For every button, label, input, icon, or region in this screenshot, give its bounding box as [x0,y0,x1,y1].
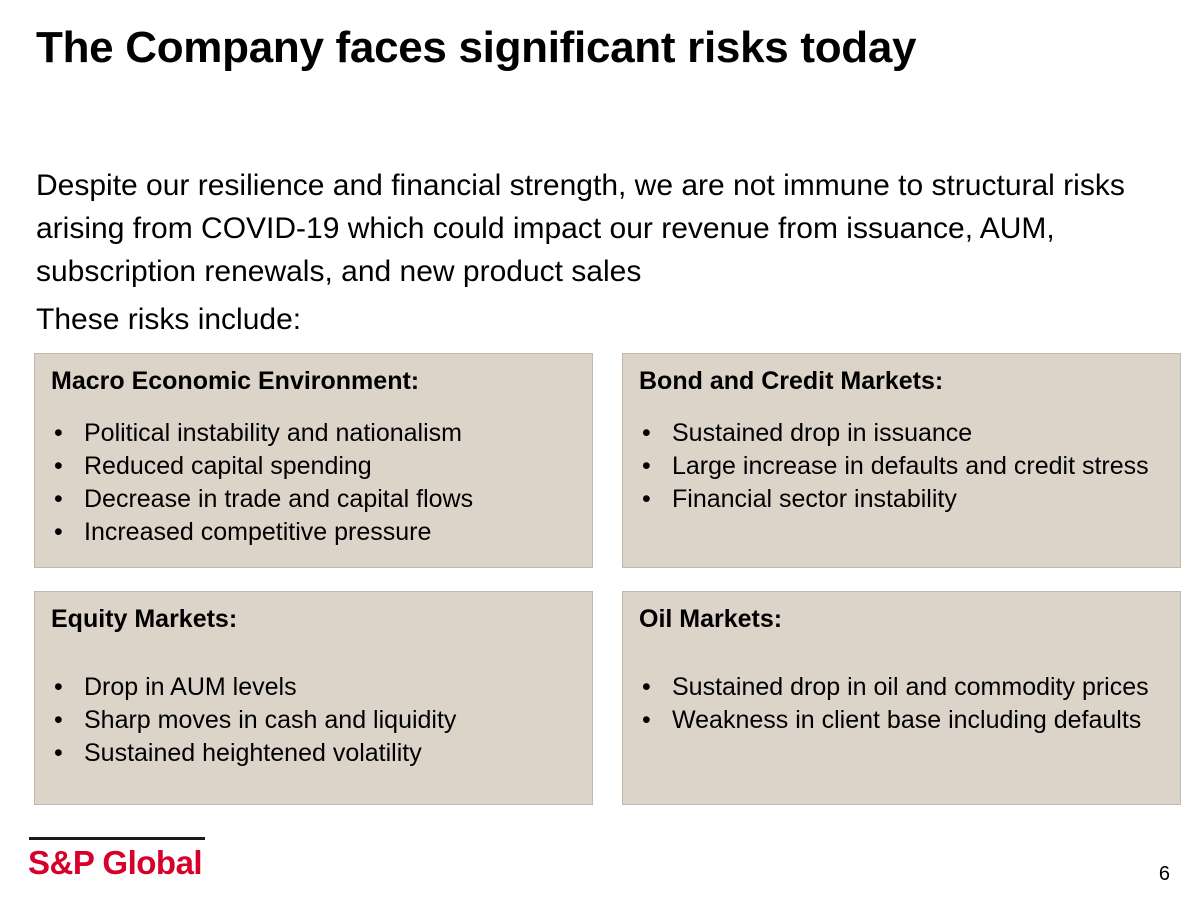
list-item: Sustained drop in oil and commodity pric… [639,671,1166,704]
slide-title: The Company faces significant risks toda… [36,23,917,72]
macro-economic-risk-box: Macro Economic Environment: Political in… [34,353,593,568]
list-item: Sustained heightened volatility [51,737,578,770]
macro-economic-heading: Macro Economic Environment: [51,367,420,395]
list-item: Reduced capital spending [51,450,578,483]
list-item: Political instability and nationalism [51,417,578,450]
list-item: Drop in AUM levels [51,671,578,704]
logo-divider [29,837,205,840]
list-item: Sustained drop in issuance [639,417,1166,450]
bond-credit-risk-list: Sustained drop in issuance Large increas… [639,417,1166,516]
equity-markets-heading: Equity Markets: [51,605,238,633]
equity-markets-risk-list: Drop in AUM levels Sharp moves in cash a… [51,671,578,770]
list-item: Weakness in client base including defaul… [639,704,1166,737]
oil-markets-heading: Oil Markets: [639,605,783,633]
bond-credit-heading: Bond and Credit Markets: [639,367,944,395]
list-item: Financial sector instability [639,483,1166,516]
list-item: Decrease in trade and capital flows [51,483,578,516]
bond-credit-risk-box: Bond and Credit Markets: Sustained drop … [622,353,1181,568]
equity-markets-risk-box: Equity Markets: Drop in AUM levels Sharp… [34,591,593,805]
list-item: Large increase in defaults and credit st… [639,450,1166,483]
list-item: Increased competitive pressure [51,516,578,549]
risks-lead-in: These risks include: [36,303,302,336]
list-item: Sharp moves in cash and liquidity [51,704,578,737]
oil-markets-risk-list: Sustained drop in oil and commodity pric… [639,671,1166,737]
oil-markets-risk-box: Oil Markets: Sustained drop in oil and c… [622,591,1181,805]
sp-global-logo: S&P Global [28,844,203,881]
intro-paragraph: Despite our resilience and financial str… [36,169,1125,288]
macro-economic-risk-list: Political instability and nationalism Re… [51,417,578,549]
page-number: 6 [1158,863,1170,885]
